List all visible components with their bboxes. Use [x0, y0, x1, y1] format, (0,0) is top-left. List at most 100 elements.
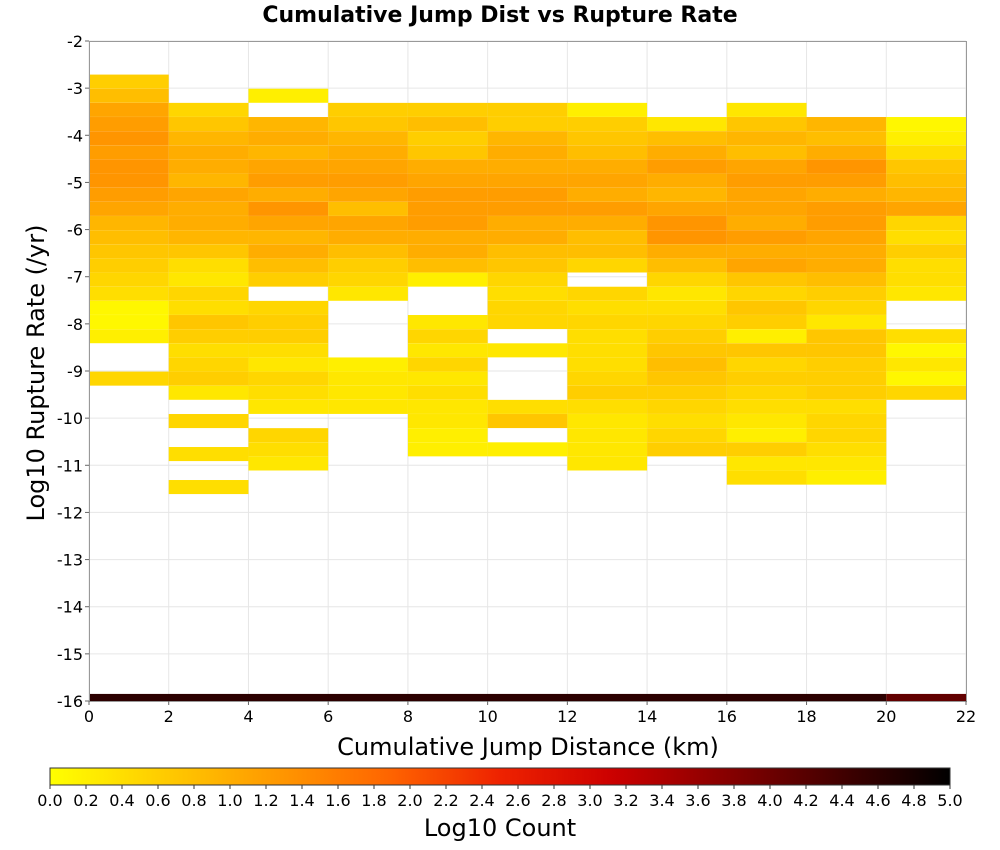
- heatmap-cell: [89, 74, 169, 89]
- heatmap-cell: [487, 414, 568, 429]
- heatmap-cell: [726, 159, 807, 174]
- heatmap-cell: [487, 286, 568, 301]
- heatmap-cell: [487, 399, 568, 414]
- heatmap-cell: [89, 102, 169, 117]
- heatmap-cell: [168, 329, 249, 344]
- heatmap-cell: [886, 244, 966, 259]
- x-tick-label: 4: [243, 707, 253, 726]
- heatmap-cell: [886, 343, 966, 358]
- heatmap-cell: [328, 258, 408, 273]
- heatmap-cell: [89, 131, 169, 146]
- heatmap-cell: [248, 173, 329, 188]
- heatmap-cell: [647, 131, 727, 146]
- heatmap-cell: [168, 102, 249, 117]
- heatmap-cell: [248, 442, 329, 457]
- heatmap-cell: [567, 414, 648, 429]
- heatmap-cell: [806, 131, 887, 146]
- heatmap-cell: [806, 258, 887, 273]
- heatmap-cell: [647, 315, 727, 330]
- heatmap-cell: [248, 187, 329, 202]
- y-tick-label: -13: [57, 551, 83, 570]
- heatmap-cell: [567, 145, 648, 160]
- heatmap-cell: [328, 102, 408, 117]
- x-tick-label: 0: [84, 707, 94, 726]
- heatmap-cell: [567, 315, 648, 330]
- heatmap-cell: [726, 244, 807, 259]
- heatmap-cell: [407, 117, 488, 132]
- heatmap-cell: [806, 145, 887, 160]
- heatmap-cell: [168, 385, 249, 400]
- heatmap-cell: [328, 145, 408, 160]
- heatmap-cell: [168, 187, 249, 202]
- heatmap-cell: [806, 173, 887, 188]
- heatmap-cell: [567, 343, 648, 358]
- heatmap-cell: [806, 244, 887, 259]
- heatmap-cell: [567, 201, 648, 216]
- y-tick-label: -4: [67, 126, 83, 145]
- heatmap-cell: [407, 343, 488, 358]
- x-tick-label: 10: [477, 707, 497, 726]
- heatmap-cell: [168, 300, 249, 315]
- heatmap-cell: [806, 216, 887, 231]
- heatmap-cells: [89, 74, 966, 701]
- heatmap-cell: [726, 343, 807, 358]
- colorbar-tick-label: 4.4: [829, 791, 854, 810]
- heatmap-cell: [567, 286, 648, 301]
- heatmap-cell: [89, 315, 169, 330]
- heatmap-cell: [647, 244, 727, 259]
- heatmap-cell: [487, 187, 568, 202]
- heatmap-cell: [328, 385, 408, 400]
- y-tick-label: -8: [67, 315, 83, 334]
- heatmap-cell: [248, 456, 329, 471]
- y-axis-ticks: -2 -3 -4 -5 -6 -7 -8 -9 -10 -11 -12 -13 -14 -15 -16: [57, 32, 89, 711]
- heatmap-cell: [168, 371, 249, 386]
- x-tick-label: 22: [956, 707, 976, 726]
- heatmap-cell: [567, 442, 648, 457]
- heatmap-cell: [168, 343, 249, 358]
- heatmap-cell: [726, 230, 807, 245]
- chart-title: Cumulative Jump Dist vs Rupture Rate: [262, 3, 737, 28]
- heatmap-cell: [407, 244, 488, 259]
- heatmap-cell: [248, 117, 329, 132]
- heatmap-cell: [328, 272, 408, 287]
- x-tick-label: 20: [876, 707, 896, 726]
- heatmap-cell-bottom: [89, 693, 887, 701]
- colorbar-tick-label: 4.8: [901, 791, 926, 810]
- heatmap-cell: [567, 230, 648, 245]
- heatmap-cell: [487, 315, 568, 330]
- heatmap-cell: [647, 343, 727, 358]
- heatmap-cell: [806, 357, 887, 372]
- heatmap-cell: [726, 329, 807, 344]
- heatmap-cell: [407, 173, 488, 188]
- heatmap-cell: [168, 173, 249, 188]
- heatmap-cell: [328, 244, 408, 259]
- heatmap-cell: [567, 173, 648, 188]
- heatmap-cell: [647, 272, 727, 287]
- heatmap-cell: [726, 470, 807, 485]
- colorbar-label: Log10 Count: [424, 814, 576, 842]
- heatmap-cell: [89, 173, 169, 188]
- heatmap-cell: [248, 385, 329, 400]
- heatmap-cell: [886, 230, 966, 245]
- heatmap-cell: [726, 258, 807, 273]
- heatmap-cell: [726, 371, 807, 386]
- heatmap-cell: [89, 329, 169, 344]
- heatmap-cell: [886, 201, 966, 216]
- colorbar-tick-label: 1.6: [325, 791, 350, 810]
- heatmap-cell: [407, 399, 488, 414]
- heatmap-cell: [89, 187, 169, 202]
- heatmap-cell: [806, 230, 887, 245]
- heatmap-cell: [248, 300, 329, 315]
- heatmap-cell: [89, 300, 169, 315]
- heatmap-cell: [407, 315, 488, 330]
- heatmap-cell: [89, 201, 169, 216]
- x-tick-label: 6: [323, 707, 333, 726]
- heatmap-cell: [647, 159, 727, 174]
- colorbar-tick-label: 4.0: [757, 791, 782, 810]
- heatmap-cell: [726, 399, 807, 414]
- colorbar-ticks: 0.0 0.2 0.4 0.6 0.8 1.0 1.2 1.4 1.6 1.8 2.0 2.2 2.4 2…: [37, 785, 963, 810]
- heatmap-cell: [248, 272, 329, 287]
- heatmap-cell: [407, 230, 488, 245]
- heatmap-cell: [89, 117, 169, 132]
- heatmap-cell: [487, 258, 568, 273]
